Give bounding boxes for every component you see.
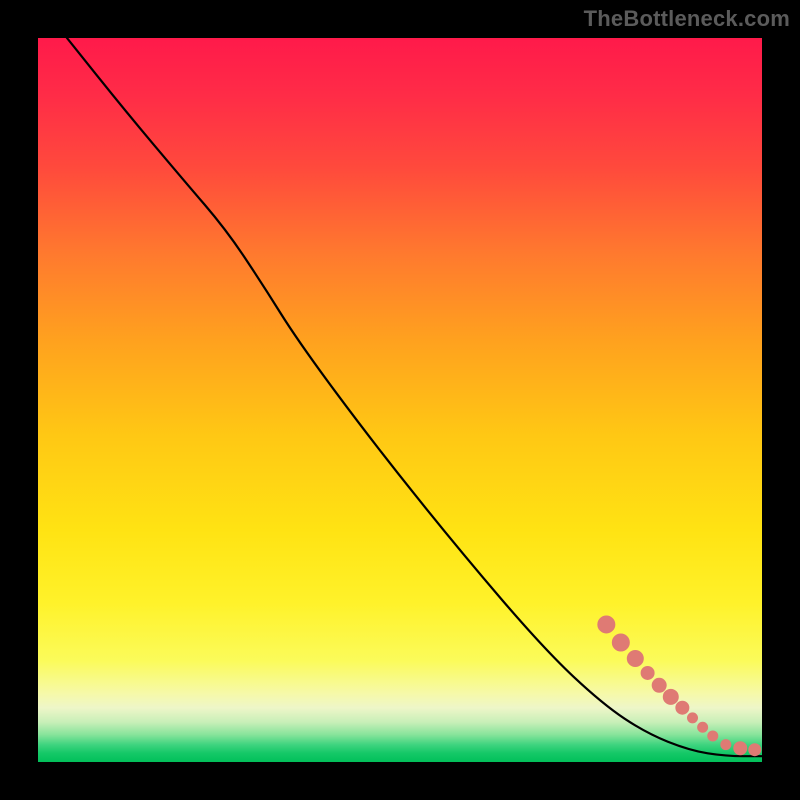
bottleneck-curve <box>67 38 762 756</box>
watermark-text: TheBottleneck.com <box>584 6 790 32</box>
data-marker <box>708 731 718 741</box>
data-marker <box>676 701 689 714</box>
data-marker <box>688 713 698 723</box>
data-marker <box>734 742 747 755</box>
data-marker <box>663 689 678 704</box>
chart-canvas: TheBottleneck.com <box>0 0 800 800</box>
line-layer <box>38 38 762 762</box>
data-marker <box>612 634 629 651</box>
data-marker <box>698 722 708 732</box>
data-marker <box>721 740 731 750</box>
data-marker <box>641 666 654 679</box>
data-marker <box>652 678 666 692</box>
data-marker <box>598 616 615 633</box>
plot-area <box>38 38 762 762</box>
data-marker <box>627 650 643 666</box>
data-marker <box>749 744 761 756</box>
